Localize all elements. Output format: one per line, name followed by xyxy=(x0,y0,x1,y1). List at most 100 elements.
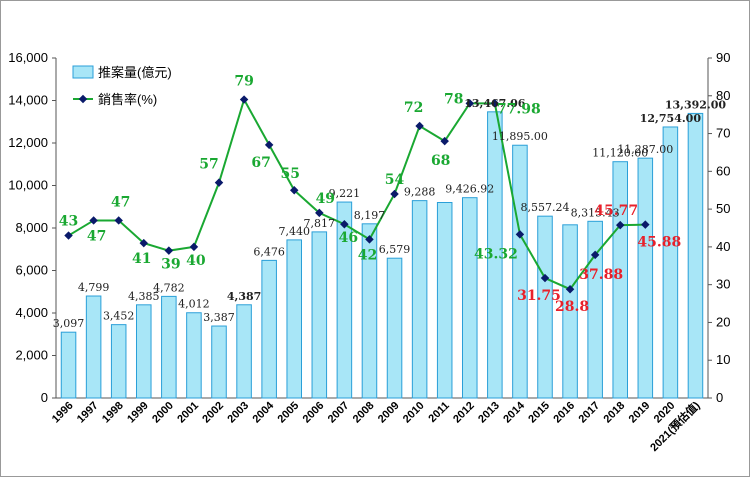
line-point-2015 xyxy=(540,273,550,283)
y-left-tick-label: 10,000 xyxy=(8,178,48,193)
bar-2008 xyxy=(361,223,378,399)
bar-2015 xyxy=(537,215,553,399)
line-value-label: 54 xyxy=(385,172,405,188)
bar-2002 xyxy=(211,325,227,399)
line-point-2012 xyxy=(465,99,475,108)
y-left-tick-label: 8,000 xyxy=(15,220,48,235)
bar-1998 xyxy=(110,324,127,399)
bar-2000 xyxy=(161,295,177,399)
bar-value-label: 13,467.06 xyxy=(464,97,526,110)
bar-value-label: 11,287.00 xyxy=(617,143,673,156)
line-point-2011 xyxy=(440,136,449,146)
bar-2016 xyxy=(562,224,578,399)
legend-bar-swatch xyxy=(72,65,94,79)
legend-line-label: 銷售率(%) xyxy=(98,92,157,107)
bar-2009 xyxy=(386,257,403,399)
y-left-tick-label: 6,000 xyxy=(15,263,48,278)
bar-2021(預估值) xyxy=(687,112,704,399)
bar-value-label: 9,288 xyxy=(404,186,436,199)
line-point-1999 xyxy=(139,238,149,248)
bar-value-label: 6,579 xyxy=(379,243,411,256)
bar-value-label: 4,799 xyxy=(78,281,110,294)
bar-2006 xyxy=(311,231,328,399)
y-right-tick-label: 80 xyxy=(716,88,730,103)
line-value-label: 39 xyxy=(161,257,180,273)
line-value-label: 57 xyxy=(199,157,218,173)
y-right-tick-label: 90 xyxy=(716,50,730,65)
bar-1996 xyxy=(60,331,77,399)
y-right-tick-label: 20 xyxy=(716,314,730,329)
line-value-label: 43.32 xyxy=(474,246,518,262)
bar-2013 xyxy=(487,111,503,399)
line-value-label: 55 xyxy=(280,166,299,182)
bar-2003 xyxy=(236,304,252,399)
sales-rate-line xyxy=(68,96,646,291)
bar-2017 xyxy=(587,220,603,399)
bar-value-label: 9,221 xyxy=(329,187,361,200)
bar-2018 xyxy=(612,161,629,399)
line-point-1998 xyxy=(114,216,123,225)
line-value-label: 72 xyxy=(404,100,423,116)
line-point-2008 xyxy=(365,235,374,244)
line-point-1996 xyxy=(64,231,73,240)
y-left-tick-label: 0 xyxy=(41,390,48,405)
y-right-tick-label: 30 xyxy=(716,277,730,292)
line-value-label: 31.75 xyxy=(517,288,561,304)
line-point-2003 xyxy=(239,95,249,104)
bar-value-label: 8,197 xyxy=(354,209,386,222)
bar-value-label: 3,387 xyxy=(203,311,235,324)
bar-value-label: 13,392.00 xyxy=(665,98,727,111)
bar-value-label: 4,387 xyxy=(227,290,261,303)
bar-value-label: 6,476 xyxy=(253,245,285,258)
y-left-tick-label: 2,000 xyxy=(15,348,48,363)
line-value-label: 37.88 xyxy=(579,267,623,283)
bar-1997 xyxy=(85,295,102,399)
line-point-2002 xyxy=(214,178,224,187)
y-left-tick-label: 4,000 xyxy=(15,305,48,320)
bar-value-label: 7,440 xyxy=(278,225,310,238)
line-value-label: 41 xyxy=(132,251,151,267)
bar-value-label: 4,385 xyxy=(128,290,160,303)
line-value-label: 78 xyxy=(444,91,463,107)
bar-2004 xyxy=(261,259,277,399)
bar-value-label: 3,452 xyxy=(103,310,135,323)
line-value-label: 45.77 xyxy=(594,203,638,219)
line-point-2016 xyxy=(565,284,575,294)
line-value-label: 40 xyxy=(186,253,206,269)
bar-value-label: 9,426.92 xyxy=(445,183,494,196)
line-point-1997 xyxy=(89,216,98,225)
line-point-2009 xyxy=(390,189,399,199)
line-value-label: 28.8 xyxy=(555,299,589,315)
bar-value-label: 4,782 xyxy=(153,281,185,294)
y-right-tick-label: 0 xyxy=(716,390,723,405)
bar-2010 xyxy=(411,200,428,399)
line-value-label: 45.88 xyxy=(637,235,681,251)
bar-series xyxy=(60,111,704,399)
y-left-tick-label: 12,000 xyxy=(8,135,48,150)
line-point-2005 xyxy=(289,185,299,195)
line-value-label: 47 xyxy=(87,228,106,244)
legend-line-marker xyxy=(78,94,88,104)
line-value-label: 49 xyxy=(316,191,335,207)
y-right-tick-label: 60 xyxy=(716,163,730,178)
y-right-tick-label: 40 xyxy=(716,239,730,254)
line-value-label: 68 xyxy=(431,153,450,169)
y-right-tick-label: 50 xyxy=(716,201,730,216)
line-value-label: 67 xyxy=(251,155,270,171)
bar-value-label: 11,120.00 xyxy=(592,147,648,160)
bar-value-label: 12,754.00 xyxy=(640,112,702,125)
bar-2001 xyxy=(186,312,202,399)
bar-2012 xyxy=(461,197,478,399)
bar-value-label: 4,012 xyxy=(178,298,210,311)
legend-bar-label: 推案量(億元) xyxy=(98,65,172,80)
bar-2014 xyxy=(512,144,528,399)
bar-value-label: 8,557.24 xyxy=(521,201,570,214)
line-value-label: 47 xyxy=(111,194,130,210)
line-value-label: 43 xyxy=(59,214,78,230)
bar-2011 xyxy=(436,202,453,399)
y-left-tick-label: 16,000 xyxy=(8,50,48,65)
line-point-2004 xyxy=(264,140,274,150)
